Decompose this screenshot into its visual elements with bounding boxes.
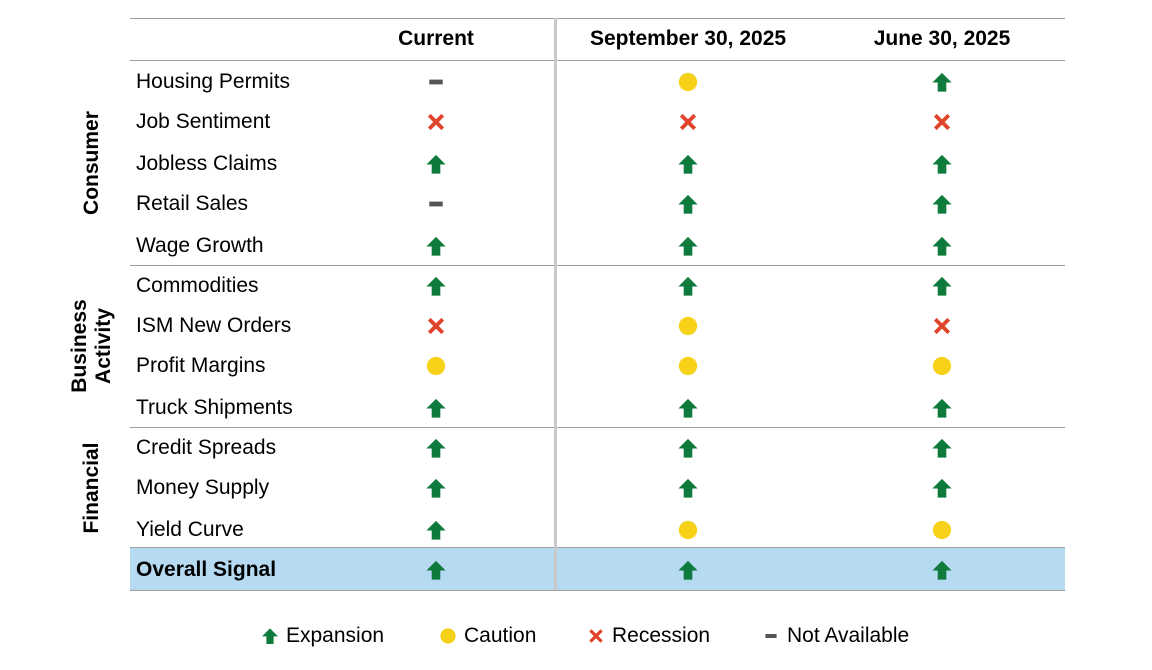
row-label-yield-curve: Yield Curve	[136, 518, 244, 541]
dash-icon	[424, 192, 448, 216]
group-label-business-activity: Business Activity	[68, 299, 115, 393]
up-arrow-icon	[930, 234, 954, 258]
up-arrow-icon	[930, 396, 954, 420]
up-arrow-icon	[930, 192, 954, 216]
up-arrow-icon	[424, 234, 448, 258]
row-label-commodities: Commodities	[136, 274, 259, 297]
dash-icon	[424, 70, 448, 94]
dash-icon	[761, 626, 781, 646]
up-arrow-icon	[676, 274, 700, 298]
circle-icon	[676, 518, 700, 542]
group-rule-financial	[130, 427, 1065, 428]
group-label-financial: Financial	[80, 442, 103, 534]
up-arrow-icon	[930, 274, 954, 298]
row-label-job-sentiment: Job Sentiment	[136, 110, 271, 133]
up-arrow-icon	[424, 152, 448, 176]
circle-icon	[676, 354, 700, 378]
up-arrow-icon	[676, 476, 700, 500]
row-label-profit-margins: Profit Margins	[136, 354, 266, 377]
x-icon	[586, 626, 606, 646]
legend-label-recession: Recession	[612, 624, 711, 647]
circle-icon	[676, 314, 700, 338]
row-label-ism-new-orders: ISM New Orders	[136, 314, 292, 337]
table-bottom-rule	[130, 590, 1065, 591]
up-arrow-icon	[424, 274, 448, 298]
up-arrow-icon	[676, 234, 700, 258]
group-label-consumer: Consumer	[80, 111, 103, 215]
legend-label-caution: Caution	[464, 624, 537, 647]
x-icon	[676, 110, 700, 134]
header-rule	[130, 60, 1065, 61]
x-icon	[930, 314, 954, 338]
up-arrow-icon	[424, 436, 448, 460]
up-arrow-icon	[930, 152, 954, 176]
row-label-credit-spreads: Credit Spreads	[136, 436, 277, 459]
x-icon	[930, 110, 954, 134]
up-arrow-icon	[676, 558, 700, 582]
up-arrow-icon	[676, 436, 700, 460]
up-arrow-icon	[260, 626, 280, 646]
up-arrow-icon	[930, 558, 954, 582]
up-arrow-icon	[676, 152, 700, 176]
column-header-sep-2025: September 30, 2025	[589, 27, 787, 50]
up-arrow-icon	[424, 396, 448, 420]
circle-icon	[438, 626, 458, 646]
row-label-housing-permits: Housing Permits	[136, 70, 291, 93]
x-icon	[424, 110, 448, 134]
table-top-rule	[130, 18, 1065, 19]
legend-label-expansion: Expansion	[286, 624, 385, 647]
row-label-jobless-claims: Jobless Claims	[136, 152, 278, 175]
up-arrow-icon	[676, 396, 700, 420]
circle-icon	[676, 70, 700, 94]
row-label-retail-sales: Retail Sales	[136, 192, 249, 215]
overall-rule-top	[130, 547, 1065, 548]
up-arrow-icon	[424, 558, 448, 582]
row-label-wage-growth: Wage Growth	[136, 234, 264, 257]
row-label-money-supply: Money Supply	[136, 476, 270, 499]
x-icon	[424, 314, 448, 338]
up-arrow-icon	[424, 518, 448, 542]
group-rule-business	[130, 265, 1065, 266]
row-label-truck-shipments: Truck Shipments	[136, 396, 293, 419]
row-label-overall-signal: Overall Signal	[136, 558, 277, 581]
circle-icon	[930, 354, 954, 378]
column-header-jun-2025: June 30, 2025	[873, 27, 1011, 50]
up-arrow-icon	[424, 476, 448, 500]
up-arrow-icon	[676, 192, 700, 216]
overall-signal-highlight	[130, 548, 1065, 590]
circle-icon	[424, 354, 448, 378]
column-divider	[554, 18, 557, 590]
legend-label-not-available: Not Available	[787, 624, 910, 647]
circle-icon	[930, 518, 954, 542]
up-arrow-icon	[930, 436, 954, 460]
up-arrow-icon	[930, 70, 954, 94]
column-header-current: Current	[398, 27, 474, 50]
legend: Expansion Caution Recession Not Availabl…	[0, 621, 1152, 651]
up-arrow-icon	[930, 476, 954, 500]
